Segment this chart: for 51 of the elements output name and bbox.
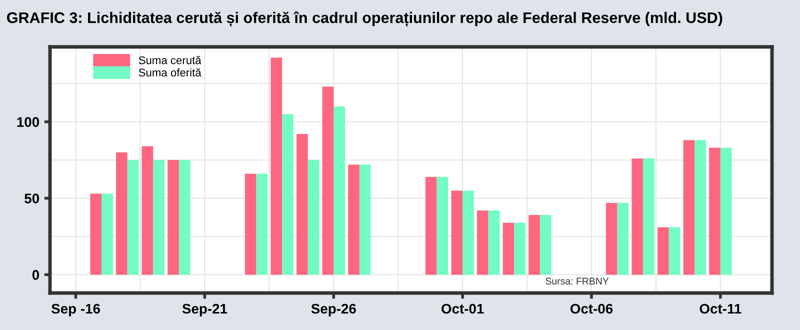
bar [282, 114, 294, 275]
bar [296, 134, 308, 275]
bar [142, 146, 154, 275]
bar [308, 160, 320, 275]
bar [694, 140, 706, 275]
bar [720, 148, 732, 275]
x-tick-label: Oct-11 [700, 304, 742, 314]
annotation: Sursa: FRBNY [546, 278, 609, 285]
bar [102, 194, 113, 275]
bar [178, 160, 190, 275]
bar [153, 160, 164, 275]
y-tick-label: 100 [17, 117, 40, 127]
y-tick-label: 50 [24, 194, 40, 204]
bar [359, 164, 371, 275]
bar [514, 222, 526, 275]
bar [436, 176, 448, 275]
legend-label: Suma oferită [138, 68, 202, 76]
bar [244, 174, 256, 275]
x-tick-label: Oct-01 [442, 304, 484, 314]
bar [462, 190, 474, 275]
bar [168, 160, 179, 275]
bar [348, 164, 360, 275]
bar [668, 227, 680, 275]
bar [540, 215, 552, 275]
bar [683, 140, 695, 275]
bar [528, 215, 540, 275]
bar [709, 148, 720, 275]
x-tick-label: Sep-26 [311, 304, 356, 316]
bar [632, 158, 644, 275]
bar [451, 190, 463, 275]
bar [488, 210, 500, 275]
bar [502, 222, 514, 275]
x-tick-label: Sep -16 [51, 304, 100, 316]
x-tick-label: Sep-21 [182, 304, 228, 316]
bar [477, 210, 488, 275]
bar [617, 202, 629, 275]
bar [658, 227, 669, 275]
bar [334, 106, 345, 275]
bar [116, 152, 128, 275]
bar [322, 86, 334, 275]
bar [256, 174, 268, 275]
x-tick-label: Oct-06 [570, 304, 613, 314]
bar [90, 194, 102, 275]
bar [425, 176, 437, 275]
y-tick-label: 0 [32, 270, 40, 280]
chart-title: GRAFIC 3: Lichiditatea cerută și oferită în cadrul operațiunilor repo ale Federal Reserve (mld. USD) [7, 12, 722, 27]
legend-label: Suma cerută [138, 56, 202, 64]
bar [270, 58, 282, 275]
bar [606, 202, 618, 275]
bar [127, 160, 139, 275]
bar [643, 158, 654, 275]
